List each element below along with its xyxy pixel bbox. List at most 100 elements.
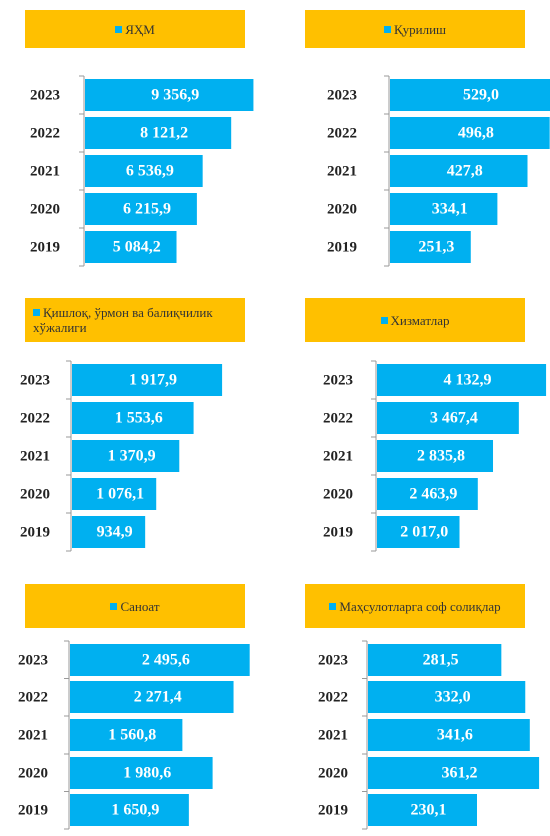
y-tick-label: 2023 <box>327 87 357 103</box>
legend: Хизматлар <box>305 298 525 342</box>
legend-label: ЯҲМ <box>125 21 155 37</box>
y-tick-label: 2023 <box>318 652 348 668</box>
y-tick-label: 2020 <box>323 486 353 502</box>
legend-entry: Қишлоқ, ўрмон ва балиқчилик хўжалиги <box>33 305 237 335</box>
bar <box>70 719 183 751</box>
y-tick-label: 2022 <box>318 689 348 705</box>
y-tick-label: 2022 <box>20 410 50 426</box>
bar <box>72 478 157 510</box>
y-tick-label: 2023 <box>30 87 60 103</box>
value-label: 251,3 <box>418 239 454 256</box>
y-tick-label: 2022 <box>18 689 48 705</box>
legend: Қурилиш <box>305 10 525 48</box>
y-tick-label: 2021 <box>327 163 357 179</box>
value-label: 529,0 <box>463 87 499 104</box>
y-tick-label: 2021 <box>323 448 353 464</box>
bar <box>72 516 146 548</box>
bar <box>72 440 180 472</box>
value-label: 361,2 <box>442 765 478 782</box>
y-tick-label: 2019 <box>327 239 357 255</box>
legend-entry: Саноат <box>110 599 160 614</box>
legend-label: Хизматлар <box>390 312 450 328</box>
value-label: 1 553,6 <box>115 410 163 427</box>
bar <box>377 402 519 434</box>
y-tick-label: 2020 <box>327 201 357 217</box>
y-tick-label: 2022 <box>323 410 353 426</box>
y-tick-label: 2023 <box>20 372 50 388</box>
bar <box>72 402 194 434</box>
value-label: 9 356,9 <box>151 87 199 104</box>
legend-marker <box>110 602 118 610</box>
y-tick-label: 2019 <box>318 802 348 818</box>
value-label: 341,6 <box>437 727 473 744</box>
value-label: 934,9 <box>97 524 133 541</box>
bar <box>377 440 494 472</box>
value-label: 2 017,0 <box>400 524 448 541</box>
value-label: 2 835,8 <box>417 448 465 465</box>
bar <box>70 644 250 676</box>
value-label: 1 917,9 <box>129 372 177 389</box>
legend-marker <box>33 309 40 316</box>
legend-marker <box>383 25 391 33</box>
bar <box>368 681 526 713</box>
value-label: 6 215,9 <box>123 201 171 218</box>
value-label: 334,1 <box>432 201 468 218</box>
bar <box>85 231 177 263</box>
bar <box>377 478 478 510</box>
legend: Қишлоқ, ўрмон ва балиқчилик хўжалиги <box>25 298 245 342</box>
y-tick-label: 2020 <box>30 201 60 217</box>
value-label: 3 467,4 <box>430 410 478 427</box>
legend-label: Қишлоқ, ўрмон ва балиқчилик хўжалиги <box>33 305 213 335</box>
legend-entry: Маҳсулотларга соф солиқлар <box>329 598 501 614</box>
y-tick-label: 2019 <box>323 524 353 540</box>
value-label: 427,8 <box>447 163 483 180</box>
y-tick-label: 2023 <box>323 372 353 388</box>
bar <box>368 794 477 826</box>
value-label: 6 536,9 <box>126 163 174 180</box>
value-label: 5 084,2 <box>113 239 161 256</box>
bar <box>377 364 547 396</box>
y-tick-label: 2022 <box>30 125 60 141</box>
y-tick-label: 2020 <box>18 765 48 781</box>
y-tick-label: 2021 <box>318 727 348 743</box>
y-tick-label: 2019 <box>20 524 50 540</box>
y-tick-label: 2019 <box>30 239 60 255</box>
bar <box>390 193 498 225</box>
value-label: 1 560,8 <box>108 727 156 744</box>
y-tick-label: 2019 <box>18 802 48 818</box>
value-label: 8 121,2 <box>140 125 188 142</box>
y-tick-label: 2020 <box>20 486 50 502</box>
legend-marker <box>115 25 123 33</box>
bar <box>70 794 189 826</box>
value-label: 496,8 <box>458 125 494 142</box>
value-label: 230,1 <box>410 802 446 819</box>
legend-marker <box>329 602 337 610</box>
y-tick-label: 2020 <box>318 765 348 781</box>
bar <box>70 681 234 713</box>
legend-label: Қурилиш <box>393 21 447 37</box>
bar <box>85 117 232 149</box>
legend: Саноат <box>25 584 245 628</box>
legend-entry: Хизматлар <box>380 312 450 328</box>
bar <box>390 117 550 149</box>
bar <box>390 231 471 263</box>
bar <box>85 79 254 111</box>
y-tick-label: 2022 <box>327 125 357 141</box>
legend-entry: ЯҲМ <box>115 22 155 37</box>
value-label: 2 271,4 <box>134 689 182 706</box>
bar <box>85 193 197 225</box>
y-tick-label: 2023 <box>18 652 48 668</box>
value-label: 281,5 <box>423 652 459 669</box>
legend-entry: Қурилиш <box>383 21 447 37</box>
legend: Маҳсулотларга соф солиқлар <box>305 584 525 628</box>
bar <box>390 155 528 187</box>
value-label: 1 650,9 <box>111 802 159 819</box>
value-label: 2 463,9 <box>409 486 457 503</box>
bar <box>72 364 223 396</box>
legend-label: Маҳсулотларга соф солиқлар <box>339 598 501 614</box>
legend-marker <box>380 316 388 324</box>
bar <box>390 79 550 111</box>
bar <box>368 719 530 751</box>
